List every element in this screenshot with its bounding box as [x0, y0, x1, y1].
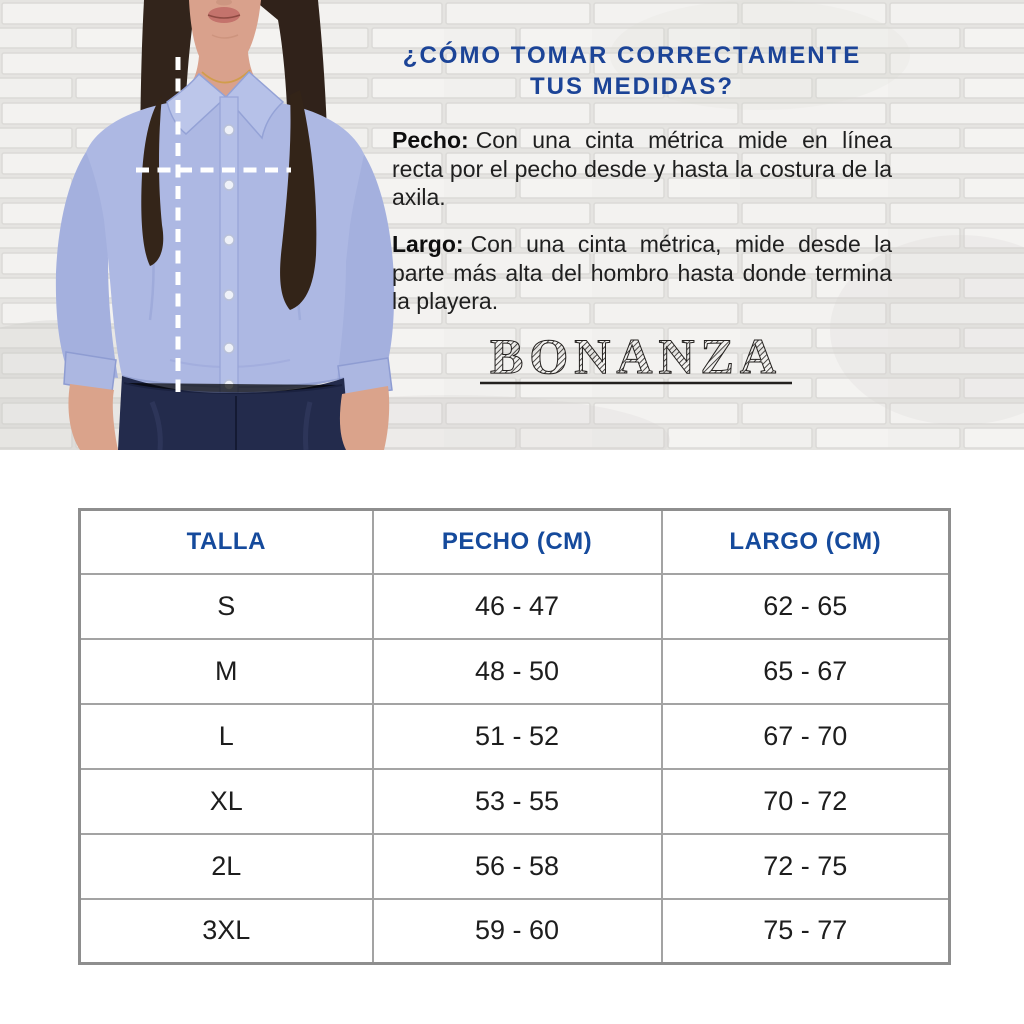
table-row-m: M 48 - 50 65 - 67 — [78, 637, 951, 705]
cell-pecho: 56 - 58 — [371, 832, 663, 900]
measurement-lines — [136, 57, 291, 392]
cell-largo: 72 - 75 — [660, 832, 951, 900]
hero-illustration — [0, 0, 1024, 450]
cell-talla: XL — [78, 767, 374, 835]
instruction-pecho-text: Con una cinta métrica mide en línea rect… — [392, 127, 892, 210]
header-pecho: PECHO (CM) — [371, 508, 663, 575]
hero-section: ¿CÓMO TOMAR CORRECTAMENTE TUS MEDIDAS? P… — [0, 0, 1024, 450]
size-table-header-row: TALLA PECHO (CM) LARGO (CM) — [78, 508, 951, 575]
cell-talla: L — [78, 702, 374, 770]
cell-talla: S — [78, 572, 374, 640]
model-nose-shadow — [216, 0, 232, 6]
cell-talla: 2L — [78, 832, 374, 900]
model-lips — [208, 7, 240, 23]
table-row-3xl: 3XL 59 - 60 75 - 77 — [78, 897, 951, 965]
instruction-pecho: Pecho: Con una cinta métrica mide en líne… — [392, 126, 892, 212]
table-row-2l: 2L 56 - 58 72 - 75 — [78, 832, 951, 900]
cell-pecho: 46 - 47 — [371, 572, 663, 640]
instruction-largo: Largo: Con una cinta métrica, mide desde … — [392, 230, 892, 316]
model-hands — [68, 384, 390, 450]
cell-pecho: 51 - 52 — [371, 702, 663, 770]
cell-largo: 62 - 65 — [660, 572, 951, 640]
model-left-sleeve — [55, 152, 118, 378]
brand-logo-art: BONANZA — [480, 328, 792, 385]
table-row-l: L 51 - 52 67 - 70 — [78, 702, 951, 770]
instruction-largo-label: Largo: — [392, 231, 464, 257]
cell-largo: 70 - 72 — [660, 767, 951, 835]
cell-talla: 3XL — [78, 897, 374, 965]
size-table: TALLA PECHO (CM) LARGO (CM) S 46 - 47 62… — [78, 508, 951, 965]
brand-logo-text: BONANZA — [490, 328, 782, 384]
page-title-line-2: TUS MEDIDAS? — [530, 73, 734, 100]
model-jeans — [118, 376, 350, 450]
brand-logo: BONANZA — [476, 328, 796, 390]
cell-pecho: 59 - 60 — [371, 897, 663, 965]
model-right-sleeve — [336, 154, 395, 388]
table-row-xl: XL 53 - 55 70 - 72 — [78, 767, 951, 835]
cell-talla: M — [78, 637, 374, 705]
header-talla: TALLA — [78, 508, 374, 575]
cell-pecho: 53 - 55 — [371, 767, 663, 835]
cell-pecho: 48 - 50 — [371, 637, 663, 705]
table-row-s: S 46 - 47 62 - 65 — [78, 572, 951, 640]
model-necklace — [201, 69, 251, 84]
page-title-line-1: ¿CÓMO TOMAR CORRECTAMENTE — [402, 42, 862, 69]
cell-largo: 75 - 77 — [660, 897, 951, 965]
model-collar-right — [224, 70, 285, 140]
model-collar-left — [166, 72, 228, 135]
cell-largo: 67 - 70 — [660, 702, 951, 770]
header-largo: LARGO (CM) — [660, 508, 951, 575]
instruction-pecho-label: Pecho: — [392, 127, 469, 153]
page-title: ¿CÓMO TOMAR CORRECTAMENTE TUS MEDIDAS? — [352, 40, 912, 102]
size-table-body: S 46 - 47 62 - 65 M 48 - 50 65 - 67 L 51… — [78, 572, 951, 965]
cell-largo: 65 - 67 — [660, 637, 951, 705]
instruction-largo-text: Con una cinta métrica, mide desde la par… — [392, 231, 892, 314]
